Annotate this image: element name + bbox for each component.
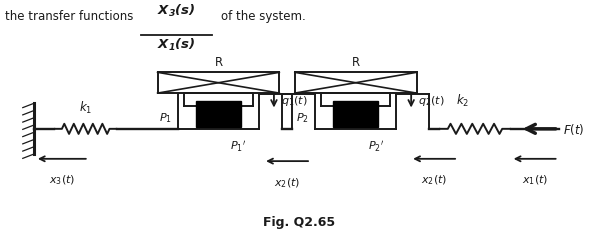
Text: $q_2(t)$: $q_2(t)$	[419, 94, 445, 108]
Text: $P_1$: $P_1$	[159, 111, 172, 125]
Text: $q_1(t)$: $q_1(t)$	[281, 94, 307, 108]
Text: $x_3(t)$: $x_3(t)$	[48, 173, 75, 186]
Text: $F(t)$: $F(t)$	[563, 122, 585, 137]
Text: $x_2(t)$: $x_2(t)$	[421, 173, 447, 186]
Text: R: R	[215, 55, 222, 68]
Text: Fig. Q2.65: Fig. Q2.65	[263, 215, 335, 228]
Text: R: R	[352, 55, 360, 68]
Text: of the system.: of the system.	[221, 10, 306, 23]
Text: $x_2(t)$: $x_2(t)$	[274, 175, 300, 189]
Text: $\bfit{X}_1\bfit{(s)}$: $\bfit{X}_1\bfit{(s)}$	[157, 36, 196, 52]
Bar	[333, 102, 378, 127]
Text: $x_1(t)$: $x_1(t)$	[521, 173, 548, 186]
Text: $k_2$: $k_2$	[456, 93, 469, 109]
Text: $P_1{'}$: $P_1{'}$	[230, 138, 246, 153]
Text: the transfer functions: the transfer functions	[5, 10, 134, 23]
Text: $P_2$: $P_2$	[296, 111, 309, 125]
Text: $\bfit{X}_3\bfit{(s)}$: $\bfit{X}_3\bfit{(s)}$	[157, 3, 196, 19]
Text: $P_2{'}$: $P_2{'}$	[368, 138, 384, 153]
Text: $k_1$: $k_1$	[79, 100, 92, 116]
Bar	[196, 102, 241, 127]
